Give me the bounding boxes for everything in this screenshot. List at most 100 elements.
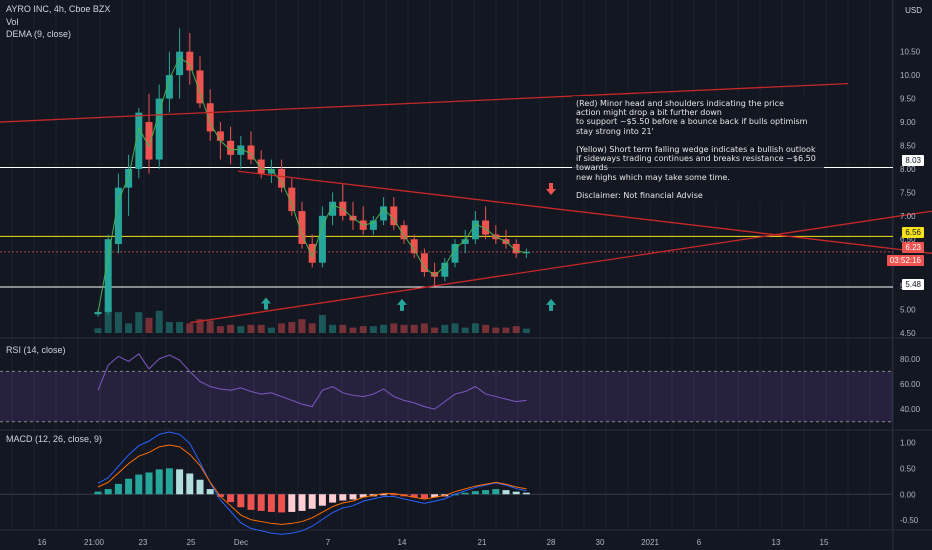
volume-bar xyxy=(441,324,449,333)
volume-bar xyxy=(288,322,296,333)
arrow-up-icon xyxy=(261,297,271,310)
candle-body xyxy=(461,239,469,244)
macd-histogram-bar xyxy=(461,492,469,495)
macd-histogram-bar xyxy=(471,491,479,495)
candle-body xyxy=(278,168,286,188)
price-tick-label: 5.00 xyxy=(900,306,916,315)
macd-histogram-bar xyxy=(176,469,184,495)
macd-histogram-bar xyxy=(410,494,418,498)
candle-body xyxy=(145,122,153,160)
volume-bar xyxy=(502,327,510,333)
time-tick-label: 21:00 xyxy=(84,538,105,547)
candle-body xyxy=(257,159,265,174)
volume-bar xyxy=(390,323,398,333)
candle-body xyxy=(165,75,173,99)
volume-bar xyxy=(125,323,133,333)
time-tick-label: 2021 xyxy=(641,538,659,547)
note-line xyxy=(576,136,820,145)
macd-histogram-bar xyxy=(339,494,347,501)
volume-bar xyxy=(237,326,245,333)
macd-histogram-bar xyxy=(196,479,204,495)
price-tag-yellow: 6.56 xyxy=(902,227,924,238)
candle-body xyxy=(94,311,102,315)
macd-histogram-bar xyxy=(308,494,316,509)
symbol-title[interactable]: AYRO INC, 4h, Cboe BZX xyxy=(6,4,111,14)
volume-bar xyxy=(94,328,102,333)
price-tick-label: 4.50 xyxy=(900,329,916,338)
candle-body xyxy=(186,51,194,71)
candle-body xyxy=(329,201,337,216)
volume-bar xyxy=(431,327,439,333)
volume-label[interactable]: Vol xyxy=(6,17,19,27)
volume-bar xyxy=(410,324,418,333)
candle-body xyxy=(216,131,224,141)
candle-body xyxy=(451,243,459,263)
price-tick-label: 9.00 xyxy=(900,118,916,127)
candle-body xyxy=(318,215,326,263)
volume-bar xyxy=(176,322,184,333)
note-line xyxy=(576,182,820,191)
macd-histogram-bar xyxy=(502,490,510,495)
macd-histogram-bar xyxy=(522,492,530,495)
price-tag-last: 6.23 xyxy=(902,242,924,253)
macd-histogram-bar xyxy=(165,468,173,495)
volume-bar xyxy=(145,317,153,333)
candle-body xyxy=(227,140,235,155)
price-tag-low: 5.48 xyxy=(902,279,924,290)
candle-body xyxy=(380,206,388,221)
volume-bar xyxy=(206,320,214,333)
macd-histogram-bar xyxy=(359,494,367,498)
volume-bar xyxy=(247,324,255,333)
candle-body xyxy=(196,70,204,104)
candle-body xyxy=(471,220,479,240)
volume-bar xyxy=(165,322,173,333)
note-line: to support ~$5.50 before a bounce back i… xyxy=(576,117,808,127)
dema-label[interactable]: DEMA (9, close) xyxy=(6,29,72,39)
analysis-note[interactable]: (Red) Minor head and shoulders indicatin… xyxy=(572,96,824,202)
countdown-tag: 03:52:16 xyxy=(886,255,924,266)
price-tick-label: 8.50 xyxy=(900,141,916,150)
macd-label[interactable]: MACD (12, 26, close, 9) xyxy=(6,434,103,444)
volume-bar xyxy=(349,327,357,333)
rsi-pane xyxy=(0,353,893,423)
price-tag-high: 8.03 xyxy=(902,155,924,166)
time-tick-label: 25 xyxy=(187,538,196,547)
volume-bar xyxy=(216,326,224,333)
price-tick-label: 9.50 xyxy=(900,95,916,104)
axes: 4.505.005.506.006.507.007.508.008.509.00… xyxy=(38,48,921,547)
candle-body xyxy=(369,220,377,230)
volume-bar xyxy=(369,326,377,333)
time-tick-label: 14 xyxy=(398,538,407,547)
time-tick-label: 6 xyxy=(697,538,702,547)
macd-histogram-bar xyxy=(227,494,235,503)
candle-body xyxy=(390,206,398,226)
macd-histogram-bar xyxy=(267,494,275,512)
macd-histogram-bar xyxy=(135,474,143,495)
macd-histogram-bar xyxy=(512,491,520,495)
macd-line xyxy=(97,431,527,535)
rsi-label[interactable]: RSI (14, close) xyxy=(6,345,66,355)
macd-histogram-bar xyxy=(104,489,112,495)
volume-bar xyxy=(400,324,408,333)
price-tick-label: 10.50 xyxy=(900,48,921,57)
currency-label: USD xyxy=(905,6,922,15)
volume-bar xyxy=(380,324,388,333)
note-line: new highs which may take some time. xyxy=(576,172,730,182)
macd-histogram-bar xyxy=(257,494,265,511)
macd-histogram-bar xyxy=(420,494,428,499)
candle-body xyxy=(247,145,255,160)
trendlines xyxy=(0,82,932,324)
macd-histogram-bar xyxy=(278,494,286,513)
candle-body xyxy=(482,220,490,235)
macd-histogram-bar xyxy=(125,478,133,495)
candle-body xyxy=(206,103,214,132)
macd-histogram-bar xyxy=(237,494,245,508)
candle-body xyxy=(512,243,520,254)
macd-histogram-bar xyxy=(206,489,214,495)
time-tick-label: 16 xyxy=(38,538,47,547)
price-tick-label: 10.00 xyxy=(900,71,921,80)
macd-histogram-bar xyxy=(349,494,357,500)
volume-bar xyxy=(451,323,459,333)
